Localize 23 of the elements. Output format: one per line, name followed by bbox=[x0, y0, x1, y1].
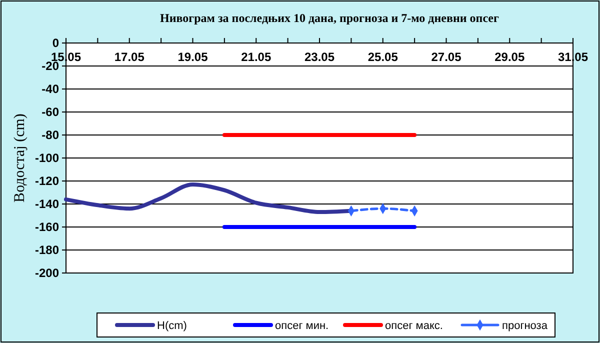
x-tick-label: 21.05 bbox=[241, 50, 272, 64]
y-tick-label: -180 bbox=[34, 242, 60, 257]
y-tick-label: -80 bbox=[42, 128, 60, 142]
legend-label: опсег мин. bbox=[275, 320, 329, 332]
x-tick-label: 27.05 bbox=[431, 50, 462, 64]
y-axis-title: Водостај (cm) bbox=[12, 114, 28, 202]
y-tick-label: -160 bbox=[34, 220, 60, 234]
y-tick-label: -60 bbox=[42, 104, 60, 119]
y-tick-label: -120 bbox=[34, 174, 60, 188]
chart-title: Нивограм за последњих 10 дана, прогноза и 7-мо дневни опсег bbox=[160, 11, 500, 25]
x-tick-label: 17.05 bbox=[114, 50, 145, 64]
y-tick-label: -100 bbox=[34, 150, 60, 165]
y-tick-label: -40 bbox=[42, 82, 60, 96]
x-tick-label: 19.05 bbox=[178, 50, 208, 64]
legend-label: H(cm) bbox=[157, 320, 187, 332]
x-tick-label: 25.05 bbox=[368, 50, 398, 64]
y-tick-label: -200 bbox=[34, 266, 60, 280]
x-tick-label: 29.05 bbox=[494, 50, 525, 64]
legend-label: прогноза bbox=[502, 320, 548, 332]
x-tick-label: 23.05 bbox=[304, 50, 335, 64]
y-tick-label: -140 bbox=[34, 196, 60, 211]
y-tick-label: 0 bbox=[52, 36, 60, 50]
legend-label: опсег макс. bbox=[385, 320, 443, 332]
